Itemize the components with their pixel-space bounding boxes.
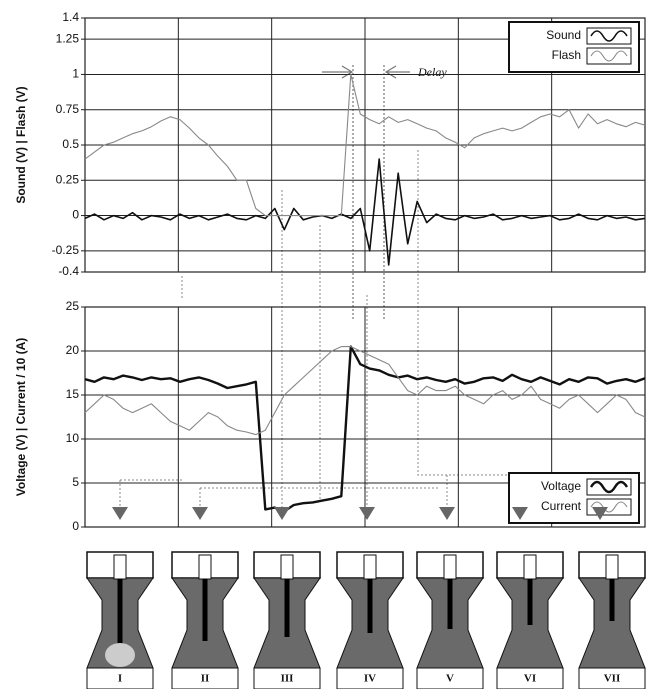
plot-frame xyxy=(84,17,646,273)
legend-swatch-box xyxy=(586,47,632,65)
y-tick-label: 0.75 xyxy=(56,102,80,116)
electrode xyxy=(363,554,377,580)
y-tick-label: -0.25 xyxy=(52,243,80,257)
stage-label: VI xyxy=(524,673,536,685)
y-tick-label: 5 xyxy=(72,475,79,489)
electrode xyxy=(113,554,127,580)
electrode xyxy=(523,554,537,580)
stage-marker xyxy=(592,507,608,520)
wire xyxy=(527,579,533,625)
stage-illustration: I xyxy=(86,551,154,690)
legend-swatch xyxy=(589,480,629,494)
wire xyxy=(447,579,453,629)
stage-illustration: III xyxy=(253,551,321,690)
y-tick-label: 1 xyxy=(72,67,79,81)
stage-marker xyxy=(112,507,128,520)
legend-swatch-box xyxy=(586,27,632,45)
stage-label: V xyxy=(446,673,454,685)
plasma xyxy=(105,643,135,667)
y-tick-label: 0.25 xyxy=(56,172,80,186)
electrode xyxy=(443,554,457,580)
stage-label: VII xyxy=(604,673,621,685)
stage-label: I xyxy=(118,673,122,685)
wire xyxy=(609,579,615,621)
stage-marker xyxy=(359,507,375,520)
y-tick-label: 25 xyxy=(66,299,80,313)
delay-marker xyxy=(322,65,410,320)
stage-illustration: VII xyxy=(578,551,646,690)
guide-lines xyxy=(119,150,521,508)
wire xyxy=(202,579,208,641)
electrode xyxy=(605,554,619,580)
y-axis-label: Voltage (V) | Current / 10 (A) xyxy=(14,338,28,496)
annotation: Delay xyxy=(417,65,447,79)
stage-label: III xyxy=(281,673,294,685)
stage-illustration: IV xyxy=(336,551,404,690)
legend-label: Sound xyxy=(546,28,581,42)
series-line xyxy=(84,73,646,217)
legend-label: Voltage xyxy=(541,479,581,493)
y-tick-label: 0 xyxy=(72,519,79,533)
series-line xyxy=(84,346,646,436)
series-line xyxy=(84,158,646,266)
stage-marker xyxy=(192,507,208,520)
series-line xyxy=(84,345,646,513)
stage-label: IV xyxy=(364,673,376,685)
stage-illustration: VI xyxy=(496,551,564,690)
y-tick-label: 1.25 xyxy=(56,31,80,45)
wire xyxy=(367,579,373,633)
legend-label: Current xyxy=(541,499,582,513)
stage-illustration: II xyxy=(171,551,239,690)
y-tick-label: -0.4 xyxy=(58,264,79,278)
y-tick-label: 20 xyxy=(66,343,80,357)
y-tick-label: 1.4 xyxy=(62,10,79,24)
stage-label: II xyxy=(201,673,210,685)
y-tick-label: 10 xyxy=(66,431,80,445)
legend-swatch xyxy=(590,50,628,62)
legend-swatch xyxy=(590,30,628,42)
y-tick-label: 0.5 xyxy=(62,137,79,151)
y-tick-label: 0 xyxy=(72,208,79,222)
y-tick-label: 15 xyxy=(66,387,80,401)
wire xyxy=(284,579,290,637)
electrode xyxy=(280,554,294,580)
legend-swatch xyxy=(590,501,628,513)
stage-illustration: V xyxy=(416,551,484,690)
stage-marker xyxy=(512,507,528,520)
y-axis-label: Sound (V) | Flash (V) xyxy=(14,86,28,203)
stage-marker xyxy=(439,507,455,520)
stage-marker xyxy=(274,507,290,520)
legend-label: Flash xyxy=(552,48,581,62)
wire xyxy=(117,579,123,645)
electrode xyxy=(198,554,212,580)
